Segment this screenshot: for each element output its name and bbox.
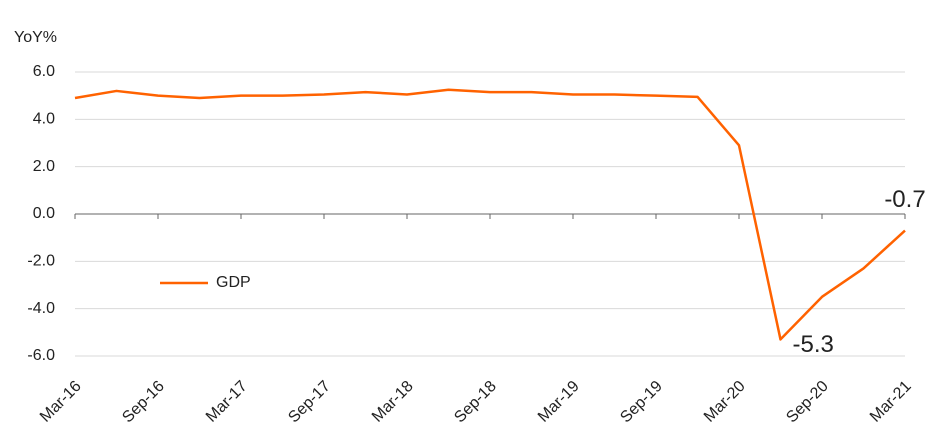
y-axis-label: YoY% [14, 29, 57, 46]
y-tick-label: 6.0 [33, 63, 55, 80]
line [74, 88, 906, 341]
y-tick-label: 0.0 [33, 205, 55, 222]
x-tick-label: Sep-19 [617, 378, 666, 427]
x-tick-label: Mar-18 [369, 378, 417, 426]
x-tick-label: Sep-17 [285, 378, 334, 427]
x-tick-label: Mar-16 [37, 378, 85, 426]
x-tick-label: Mar-17 [203, 378, 251, 426]
y-tick-label: 2.0 [33, 158, 55, 175]
x-tick-label: Sep-20 [783, 378, 832, 427]
y-tick-label: -6.0 [27, 347, 55, 364]
y-tick-label: -2.0 [27, 253, 55, 270]
data-label: -0.7 [884, 186, 925, 213]
x-tick-label: Sep-18 [451, 378, 500, 427]
y-tick-label: -4.0 [27, 300, 55, 317]
legend-label: GDP [216, 274, 251, 291]
data-label: -5.3 [793, 331, 834, 358]
y-tick-label: 4.0 [33, 111, 55, 128]
x-tick-label: Mar-21 [867, 378, 915, 426]
x-tick-label: Mar-20 [701, 378, 749, 426]
x-tick-label: Sep-16 [119, 378, 168, 427]
x-tick-label: Mar-19 [535, 378, 583, 426]
